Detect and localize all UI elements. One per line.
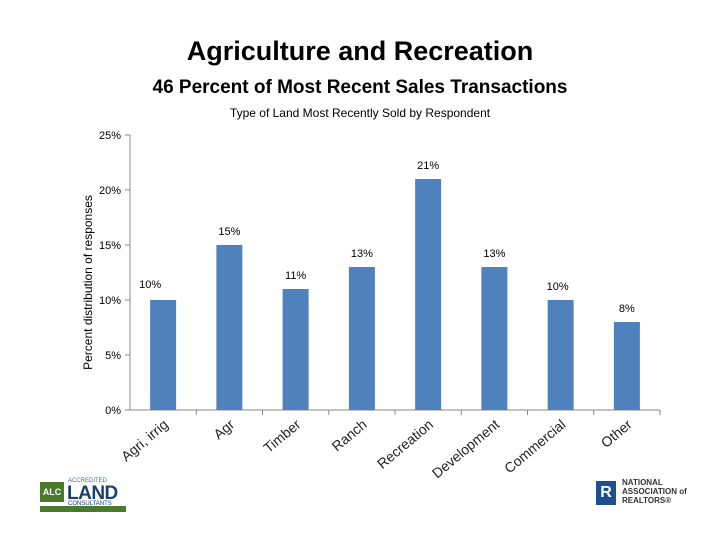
data-label: 10% — [139, 279, 161, 291]
data-label: 8% — [619, 303, 635, 315]
y-tick-label: 5% — [105, 350, 121, 362]
bar — [547, 300, 574, 410]
x-tick-label: Agr — [210, 416, 237, 442]
chart-title: Type of Land Most Recently Sold by Respo… — [229, 106, 491, 120]
x-tick-label: Commercial — [501, 416, 568, 476]
y-tick-label: 20% — [99, 185, 121, 197]
data-label: 13% — [483, 248, 505, 260]
alc-accredited-text: ACCREDITED — [68, 478, 108, 484]
data-label: 11% — [285, 270, 306, 282]
nar-text: NATIONAL ASSOCIATION of REALTORS® — [622, 478, 687, 505]
x-tick-label: Development — [429, 416, 503, 481]
bar — [415, 179, 442, 410]
y-tick-label: 25% — [99, 130, 121, 142]
y-tick-label: 0% — [105, 405, 121, 417]
y-tick-label: 10% — [99, 295, 121, 307]
x-tick-label: Ranch — [329, 416, 370, 454]
x-tick-label: Timber — [260, 416, 304, 456]
alc-badge: ALC — [40, 482, 64, 502]
data-label: 15% — [218, 226, 240, 238]
alc-stripe — [40, 506, 126, 512]
x-tick-label: Other — [598, 416, 635, 451]
bar — [150, 300, 177, 410]
bar — [613, 322, 640, 410]
nar-logo: R NATIONAL ASSOCIATION of REALTORS® — [596, 478, 696, 512]
bar — [481, 267, 508, 410]
alc-land-text: LAND — [67, 483, 118, 504]
page-title: Agriculture and Recreation — [186, 36, 534, 66]
data-label: 21% — [417, 160, 439, 172]
realtor-r-icon: R — [596, 481, 616, 505]
bar — [216, 245, 243, 410]
bar — [348, 267, 375, 410]
x-tick-label: Agri, irrig — [118, 416, 171, 464]
alc-logo: ALC ACCREDITED LAND CONSULTANTS — [40, 478, 126, 512]
data-label: 10% — [547, 281, 569, 293]
data-label: 13% — [351, 248, 373, 260]
y-axis-label: Percent distribution of responses — [81, 195, 95, 370]
alc-consultants-text: CONSULTANTS — [68, 501, 112, 507]
page-subtitle: 46 Percent of Most Recent Sales Transact… — [152, 77, 568, 98]
bar — [282, 289, 309, 410]
y-tick-label: 15% — [99, 240, 121, 252]
x-tick-label: Recreation — [374, 416, 436, 472]
